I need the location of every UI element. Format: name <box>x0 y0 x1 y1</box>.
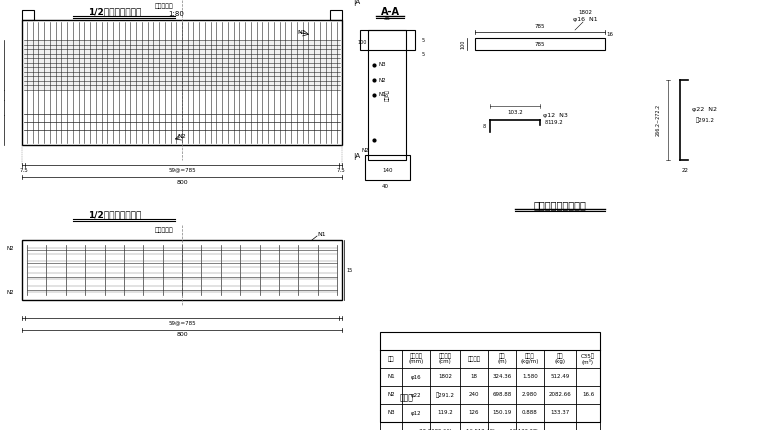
Bar <box>475 38 605 50</box>
Text: 22: 22 <box>682 168 689 172</box>
Text: 总长: 总长 <box>499 353 505 359</box>
Text: |A: |A <box>353 154 360 160</box>
Text: φ12  N3: φ12 N3 <box>543 113 568 117</box>
Text: 324.36: 324.36 <box>492 375 511 380</box>
Text: 全桥台身材料数量表: 全桥台身材料数量表 <box>534 200 587 210</box>
Text: 133.37: 133.37 <box>550 411 570 415</box>
Text: |A: |A <box>353 0 360 6</box>
Text: φ12: φ12 <box>410 411 421 415</box>
Text: N1: N1 <box>298 30 306 34</box>
Text: 1802: 1802 <box>578 9 592 15</box>
Text: C35砼: C35砼 <box>581 353 595 359</box>
Bar <box>22 20 342 145</box>
Text: φ16  N1: φ16 N1 <box>573 18 597 22</box>
Text: 800: 800 <box>176 179 188 184</box>
Text: 16.6: 16.6 <box>582 393 594 397</box>
Text: (cm): (cm) <box>439 359 451 365</box>
Text: 140: 140 <box>382 168 393 172</box>
Text: 5: 5 <box>422 37 425 43</box>
Text: 约291.2: 约291.2 <box>435 392 454 398</box>
Text: 单根长度: 单根长度 <box>439 353 451 359</box>
Text: 1/2台身钢筋平面图: 1/2台身钢筋平面图 <box>88 211 141 219</box>
Text: 800: 800 <box>176 332 188 338</box>
Text: 240: 240 <box>469 393 480 397</box>
Text: N2: N2 <box>6 289 14 295</box>
Text: (kg): (kg) <box>555 359 565 365</box>
Text: 1.580: 1.580 <box>522 375 538 380</box>
Text: 钢筋根数: 钢筋根数 <box>467 356 480 362</box>
Text: (m): (m) <box>497 359 507 365</box>
Text: 59@=785: 59@=785 <box>168 168 196 172</box>
Text: N3: N3 <box>387 411 394 415</box>
Bar <box>330 10 342 20</box>
Text: (m³): (m³) <box>582 359 594 365</box>
Text: 7.5: 7.5 <box>336 168 345 172</box>
Text: 59@=785: 59@=785 <box>168 320 196 326</box>
Text: N2: N2 <box>6 246 14 251</box>
Text: 说明：: 说明： <box>400 393 414 402</box>
Text: 0.888: 0.888 <box>522 411 538 415</box>
Text: N3: N3 <box>378 62 386 68</box>
Bar <box>24 40 340 90</box>
Text: 40: 40 <box>382 184 389 190</box>
Text: 编号: 编号 <box>388 356 394 362</box>
Text: A-A: A-A <box>381 7 400 17</box>
Text: N1: N1 <box>378 92 386 98</box>
Text: φ16: φ16 <box>410 375 421 380</box>
Text: 单位重: 单位重 <box>525 353 535 359</box>
Text: 约291.2: 约291.2 <box>695 117 714 123</box>
Bar <box>22 240 342 300</box>
Text: 126: 126 <box>469 411 480 415</box>
Text: 103.2: 103.2 <box>507 110 523 114</box>
Text: (kg/m): (kg/m) <box>521 359 539 365</box>
Text: 钢布8根: 钢布8根 <box>385 89 390 101</box>
Text: 16: 16 <box>606 31 613 37</box>
Text: 6: 6 <box>0 93 2 97</box>
Bar <box>380 332 600 422</box>
Bar <box>368 30 406 160</box>
Text: 15: 15 <box>347 267 353 273</box>
Text: 道路中心线: 道路中心线 <box>154 227 173 233</box>
Text: 2.980: 2.980 <box>522 393 538 397</box>
Bar <box>365 155 410 180</box>
Text: 道路中心线: 道路中心线 <box>154 3 173 9</box>
Text: (mm): (mm) <box>408 359 423 365</box>
Text: N2: N2 <box>178 135 186 139</box>
Text: 钢筋直径: 钢筋直径 <box>410 353 423 359</box>
Text: N2: N2 <box>361 147 369 153</box>
Text: 785: 785 <box>535 42 545 46</box>
Text: 785: 785 <box>535 25 545 30</box>
Text: 18: 18 <box>470 375 477 380</box>
Text: 总重: 总重 <box>557 353 563 359</box>
Text: 35: 35 <box>384 15 391 21</box>
Text: 40: 40 <box>0 127 2 133</box>
Text: 119.2: 119.2 <box>547 120 563 126</box>
Text: N1: N1 <box>387 375 394 380</box>
Text: 7.5: 7.5 <box>19 168 28 172</box>
Text: 100: 100 <box>461 39 465 49</box>
Text: φ22  N2: φ22 N2 <box>692 108 717 113</box>
Text: 100: 100 <box>357 40 366 44</box>
Text: φ22: φ22 <box>410 393 421 397</box>
Text: 8: 8 <box>483 123 486 129</box>
Text: 1802: 1802 <box>438 375 452 380</box>
Text: 266.2~272.2: 266.2~272.2 <box>655 104 660 136</box>
Text: 8: 8 <box>544 120 547 126</box>
Text: N2: N2 <box>387 393 394 397</box>
Bar <box>360 30 415 50</box>
Text: 1:80: 1:80 <box>168 11 184 17</box>
Text: N1: N1 <box>318 233 326 237</box>
Text: 140: 140 <box>0 103 2 112</box>
Bar <box>22 10 34 20</box>
Text: 1/2台身钢筋立面图: 1/2台身钢筋立面图 <box>88 7 141 16</box>
Text: 150.19: 150.19 <box>492 411 511 415</box>
Text: 2082.66: 2082.66 <box>549 393 572 397</box>
Text: 119.2: 119.2 <box>437 411 453 415</box>
Text: φ22:2082.66kg    φ16:512.49kg    φ12:133.37kg: φ22:2082.66kg φ16:512.49kg φ12:133.37kg <box>416 429 543 430</box>
Text: 512.49: 512.49 <box>550 375 570 380</box>
Text: 698.88: 698.88 <box>492 393 511 397</box>
Text: 5: 5 <box>422 52 425 58</box>
Text: N2: N2 <box>378 77 386 83</box>
